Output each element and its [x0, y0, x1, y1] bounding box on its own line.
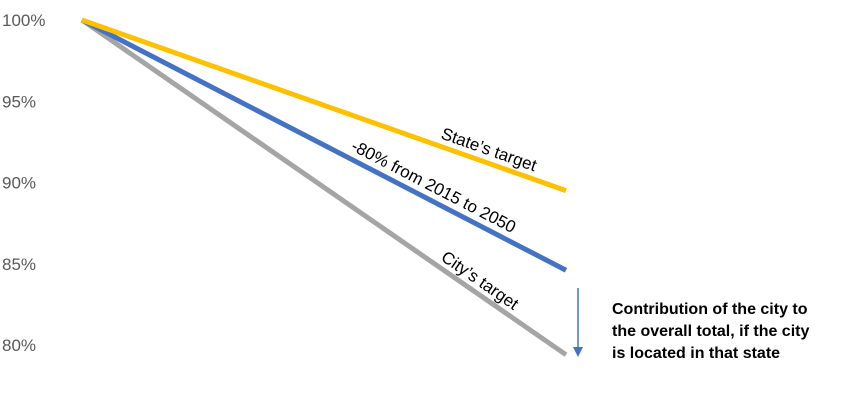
- annotation-line-3: is located in that state: [612, 345, 780, 362]
- y-tick-label: 80%: [2, 336, 36, 355]
- series-labels: State’s target-80% from 2015 to 2050City…: [348, 124, 539, 314]
- annotation-line-2: the overall total, if the city: [612, 323, 809, 340]
- y-axis-ticks: 100% 95% 90% 85% 80%: [2, 11, 45, 355]
- y-tick-label: 85%: [2, 255, 36, 274]
- series-line: [81, 17, 567, 193]
- y-tick-label: 90%: [2, 174, 36, 193]
- series-label: City’s target: [438, 247, 523, 314]
- series-line: [80, 17, 568, 357]
- y-tick-label: 100%: [2, 11, 45, 30]
- y-tick-label: 95%: [2, 92, 36, 111]
- series-line: [80, 17, 568, 273]
- annotation: Contribution of the city to the overall …: [573, 288, 809, 362]
- series-lines: [80, 17, 568, 357]
- annotation-line-1: Contribution of the city to: [612, 301, 808, 318]
